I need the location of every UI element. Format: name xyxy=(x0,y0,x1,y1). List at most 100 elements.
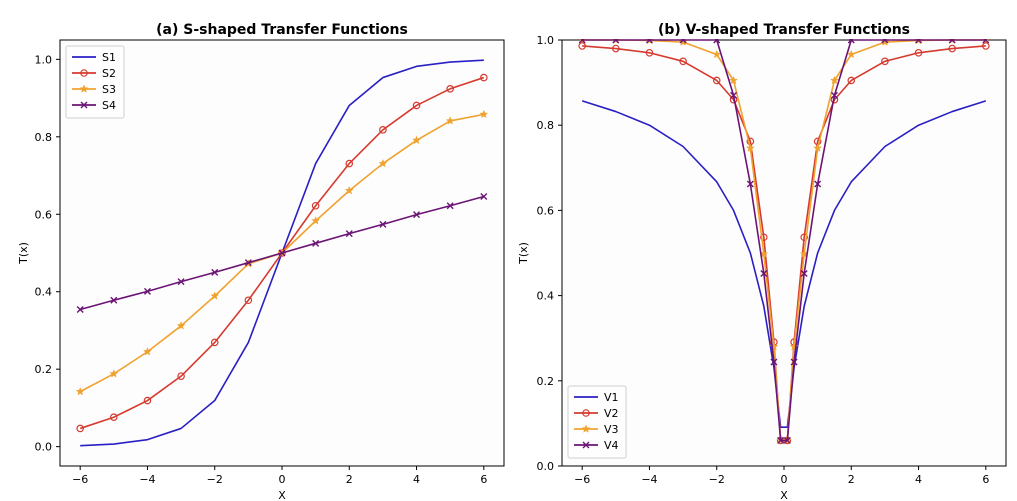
data-point-v4 xyxy=(760,269,768,277)
legend-label-v1: V1 xyxy=(604,391,619,404)
data-point-v2 xyxy=(645,48,654,57)
data-point-v4 xyxy=(730,91,738,99)
legend-label-v4: V4 xyxy=(604,439,619,452)
y-tick-label: 0.4 xyxy=(35,286,53,299)
data-point-v4 xyxy=(679,39,687,44)
x-tick-label: 4 xyxy=(915,473,922,486)
x-tick-label: −6 xyxy=(574,473,590,486)
data-point-s2 xyxy=(446,84,454,93)
x-tick-label: 6 xyxy=(480,473,487,486)
x-tick-label: 0 xyxy=(781,473,788,486)
data-point-v2 xyxy=(760,233,768,242)
legend-a: S1 S2 S3 S4 xyxy=(65,45,125,119)
data-point-s4 xyxy=(244,259,252,267)
data-point-s3 xyxy=(412,135,422,145)
data-point-v3 xyxy=(678,39,688,46)
data-point-s2 xyxy=(177,372,185,380)
series-line-v1 xyxy=(581,100,987,429)
x-tick-label: 0 xyxy=(279,473,286,486)
series-s4 xyxy=(76,192,488,314)
data-point-v4 xyxy=(713,39,721,44)
x-tick-label: −4 xyxy=(139,473,155,486)
legend-marker-v3 xyxy=(581,424,591,433)
legend-label-v2: V2 xyxy=(604,407,619,420)
data-point-s2 xyxy=(244,296,253,305)
y-tick-label: 0.8 xyxy=(35,131,53,144)
data-point-s4 xyxy=(278,249,286,257)
data-point-v4 xyxy=(800,269,808,277)
data-point-v2 xyxy=(612,44,620,53)
data-point-v2 xyxy=(679,57,687,66)
data-point-v2 xyxy=(800,233,808,242)
data-point-v3 xyxy=(846,49,856,59)
y-tick-label: 1.0 xyxy=(537,34,555,47)
data-point-s4 xyxy=(345,230,353,238)
data-point-v3 xyxy=(789,342,799,351)
data-point-s2 xyxy=(379,126,387,134)
x-axis-label-a: X xyxy=(278,489,286,501)
data-point-s4 xyxy=(480,192,488,200)
chart-title-b: (b) V-shaped Transfer Functions xyxy=(658,22,910,38)
y-tick-label: 0.0 xyxy=(537,460,555,473)
data-point-v2 xyxy=(847,76,856,85)
data-point-v4 xyxy=(814,180,822,188)
legend-marker-v2 xyxy=(582,409,590,417)
y-tick-label: 0.6 xyxy=(35,208,53,221)
axis-ticks-b: −6 −4 −2 0 2 4 6 0.0 0.2 0.4 0.6 0.8 1.0 xyxy=(537,34,990,486)
x-axis-label-b: X xyxy=(780,489,788,501)
data-point-s3 xyxy=(75,386,85,396)
x-tick-label: 2 xyxy=(848,473,855,486)
legend-marker-s3 xyxy=(79,84,89,93)
chart-title-a: (a) S-shaped Transfer Functions xyxy=(156,22,408,38)
data-point-v4 xyxy=(847,39,855,44)
legend-label-s3: S3 xyxy=(102,83,116,96)
data-point-v3 xyxy=(829,75,839,85)
plot-area-b xyxy=(561,39,1007,467)
series-group-b xyxy=(578,39,990,445)
x-tick-label: −6 xyxy=(72,473,88,486)
series-group-a xyxy=(75,59,489,447)
data-point-s3 xyxy=(142,347,152,356)
y-tick-label: 0.2 xyxy=(35,363,53,376)
data-point-v2 xyxy=(914,48,923,57)
data-point-s4 xyxy=(177,278,185,286)
data-point-s3 xyxy=(210,291,220,300)
data-point-v3 xyxy=(745,143,755,153)
data-point-v4 xyxy=(881,39,889,44)
data-point-s4 xyxy=(211,268,219,276)
y-axis-label-b: T(x) xyxy=(517,242,530,265)
y-tick-label: 0.8 xyxy=(537,119,555,132)
data-point-v2 xyxy=(948,44,956,53)
data-point-s2 xyxy=(110,413,118,422)
data-point-s3 xyxy=(445,116,455,125)
data-point-s3 xyxy=(176,321,186,330)
series-v1 xyxy=(581,100,987,429)
y-axis-label-a: T(x) xyxy=(17,242,30,265)
data-point-s3 xyxy=(311,216,321,225)
data-point-s2 xyxy=(480,73,488,82)
data-point-s3 xyxy=(378,158,388,168)
y-tick-label: 0.2 xyxy=(537,375,555,388)
x-tick-label: 2 xyxy=(346,473,353,486)
legend-box xyxy=(567,385,627,459)
legend-marker-s2 xyxy=(80,69,88,77)
data-point-v3 xyxy=(880,39,890,46)
axis-ticks-a: −6 −4 −2 0 2 4 6 0.0 0.2 0.4 0.6 0.8 1.0 xyxy=(35,53,488,486)
data-point-v3 xyxy=(712,49,722,59)
legend-b: V1 V2 V3 V4 xyxy=(567,385,627,459)
subplot-s-shaped: (a) S-shaped Transfer Functions X T(x) −… xyxy=(17,22,505,501)
data-point-v4 xyxy=(612,39,620,44)
data-point-v2 xyxy=(982,42,990,50)
data-point-v2 xyxy=(578,42,586,50)
data-point-v4 xyxy=(578,39,586,44)
data-point-s4 xyxy=(110,296,118,304)
data-point-s3 xyxy=(344,185,354,195)
data-point-s2 xyxy=(210,338,219,347)
legend-box xyxy=(65,45,125,119)
data-point-s4 xyxy=(143,287,151,295)
data-point-v3 xyxy=(813,143,823,153)
data-point-v4 xyxy=(948,39,956,44)
data-point-v4 xyxy=(645,39,653,44)
y-tick-label: 0.0 xyxy=(35,441,53,454)
